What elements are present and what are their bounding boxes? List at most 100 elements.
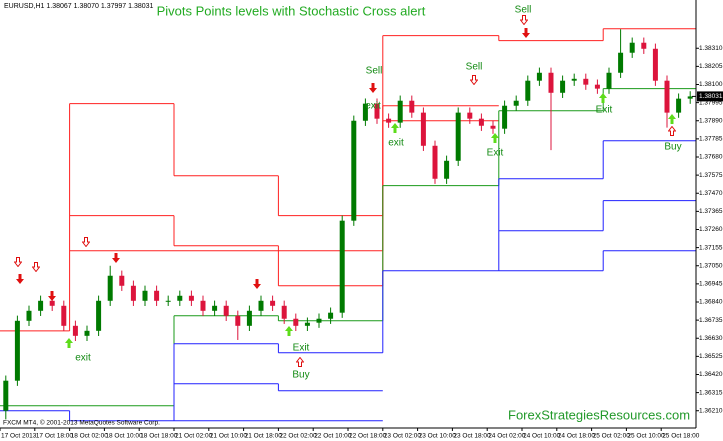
x-tick-label: 23 Oct 10:00 xyxy=(419,433,457,440)
sell-arrow xyxy=(14,257,22,267)
candle-body xyxy=(212,305,218,311)
candle-body xyxy=(594,84,600,89)
signal-labels: exit Exit Buy Sell exit exit Sell Exit S… xyxy=(75,5,681,381)
y-tick-label: 1.37680 xyxy=(699,154,723,161)
signal-label: exit xyxy=(75,353,91,364)
candle-body xyxy=(96,300,102,331)
y-tick-label: 1.37575 xyxy=(699,172,723,179)
signal-label: Sell xyxy=(515,5,532,16)
candle-body xyxy=(432,145,438,179)
candle-body xyxy=(641,42,647,49)
candle-body xyxy=(618,52,624,73)
watermark: ForexStrategiesResources.com xyxy=(508,407,690,422)
candle-body xyxy=(664,80,670,113)
chart-title: Pivots Points levels with Stochastic Cro… xyxy=(157,3,426,18)
y-tick-label: 1.37470 xyxy=(699,190,723,197)
x-tick-label: 24 Oct 02:00 xyxy=(488,433,526,440)
exit-arrow xyxy=(668,114,676,124)
x-tick-label: 17 Oct 2013 xyxy=(1,433,37,440)
x-tick-label: 23 Oct 02:00 xyxy=(384,433,422,440)
x-tick-label: 25 Oct 18:00 xyxy=(662,433,700,440)
y-tick-label: 1.37155 xyxy=(699,244,723,251)
exit-arrow xyxy=(391,123,399,133)
pivot-levels xyxy=(0,28,696,422)
exit-arrow xyxy=(65,338,73,348)
candle-body xyxy=(409,100,415,113)
y-tick-label: 1.37785 xyxy=(699,136,723,143)
x-tick-label: 18 Oct 02:00 xyxy=(71,433,109,440)
candle-body xyxy=(455,112,461,161)
last-price-label: 1.38031 xyxy=(699,93,723,100)
exit-arrow xyxy=(599,93,607,103)
candle-body xyxy=(84,330,90,336)
candle-body xyxy=(107,275,113,301)
candle-body xyxy=(61,305,67,326)
candle-body xyxy=(502,105,508,129)
signal-label: Exit xyxy=(293,343,310,354)
y-tick-label: 1.36945 xyxy=(699,281,723,288)
candles xyxy=(3,29,693,420)
axes: 1.36210 1.36315 1.36420 1.36525 1.36630 1.367… xyxy=(0,45,723,440)
candle-body xyxy=(362,103,368,121)
candle-body xyxy=(49,300,55,306)
y-tick-label: 1.36630 xyxy=(699,335,723,342)
candle-body xyxy=(293,318,299,326)
signal-label: Sell xyxy=(366,66,383,77)
candle-body xyxy=(235,315,241,326)
candle-body xyxy=(165,300,171,302)
candle-body xyxy=(223,305,229,316)
x-tick-label: 21 Oct 18:00 xyxy=(245,433,283,440)
signal-arrows xyxy=(14,15,676,367)
y-tick-label: 1.37050 xyxy=(699,262,723,269)
candle-body xyxy=(38,300,44,311)
candle-body xyxy=(687,96,693,99)
candle-body xyxy=(119,275,125,286)
x-tick-label: 21 Oct 02:00 xyxy=(175,433,213,440)
y-tick-label: 1.36840 xyxy=(699,299,723,306)
candle-body xyxy=(374,103,380,119)
x-tick-label: 23 Oct 18:00 xyxy=(453,433,491,440)
sell-arrow xyxy=(520,15,528,25)
candle-body xyxy=(629,42,635,53)
candle-body xyxy=(281,305,287,319)
y-tick-label: 1.38205 xyxy=(699,63,723,70)
candle-body xyxy=(304,322,310,326)
x-tick-label: 21 Oct 10:00 xyxy=(210,433,248,440)
candle-body xyxy=(188,295,194,301)
sell-arrow xyxy=(470,75,478,85)
candle-body xyxy=(467,112,473,119)
x-tick-label: 18 Oct 18:00 xyxy=(140,433,178,440)
signal-label: exit xyxy=(388,138,404,149)
signal-label: exit xyxy=(365,101,381,112)
y-tick-label: 1.36525 xyxy=(699,353,723,360)
candle-body xyxy=(583,78,589,85)
candle-body xyxy=(177,295,183,301)
candle-body xyxy=(328,312,334,319)
signal-label: Exit xyxy=(596,105,613,116)
candle-body xyxy=(478,118,484,126)
sell-arrow xyxy=(369,83,377,93)
y-tick-label: 1.36420 xyxy=(699,371,723,378)
y-tick-label: 1.36735 xyxy=(699,317,723,324)
sell-arrow xyxy=(522,28,530,38)
x-tick-label: 22 Oct 02:00 xyxy=(279,433,317,440)
x-tick-label: 17 Oct 18:00 xyxy=(36,433,74,440)
candle-body xyxy=(14,320,20,381)
candle-body xyxy=(3,380,9,411)
exit-arrow xyxy=(285,326,293,336)
signal-label: Buy xyxy=(292,370,309,381)
candle-body xyxy=(339,220,345,313)
candle-body xyxy=(258,300,264,311)
candle-body xyxy=(26,310,32,321)
symbol-info: EURUSD,H1 1.38067 1.38070 1.37997 1.3803… xyxy=(4,3,154,10)
candle-body xyxy=(560,80,566,93)
y-tick-label: 1.37995 xyxy=(699,99,723,106)
buy-arrow xyxy=(296,357,304,367)
x-tick-label: 22 Oct 10:00 xyxy=(314,433,352,440)
candle-body xyxy=(676,98,682,113)
exit-arrow xyxy=(491,133,499,143)
candle-body xyxy=(444,160,450,179)
x-tick-label: 24 Oct 18:00 xyxy=(558,433,596,440)
